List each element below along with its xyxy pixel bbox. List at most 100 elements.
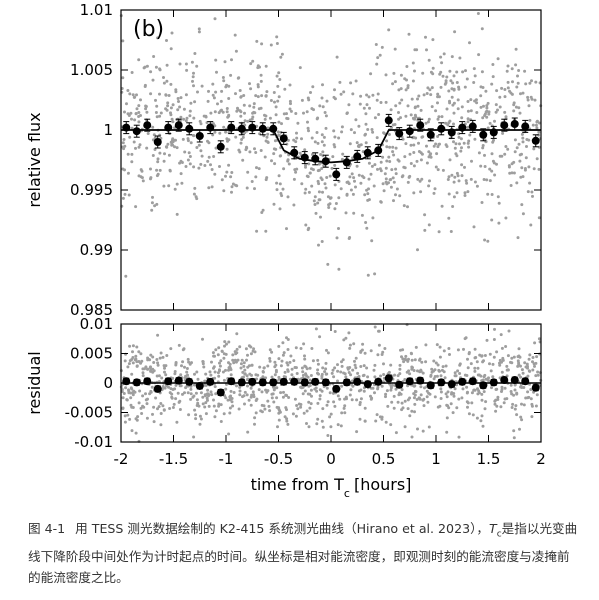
- raw-point: [121, 167, 125, 171]
- raw-point: [451, 411, 455, 415]
- raw-point: [537, 216, 541, 220]
- raw-point: [510, 392, 514, 396]
- raw-point: [373, 163, 377, 167]
- raw-point: [467, 412, 471, 416]
- binned-point: [143, 377, 152, 386]
- raw-point: [382, 373, 386, 376]
- raw-point: [270, 396, 274, 400]
- raw-point: [137, 58, 141, 62]
- raw-point: [464, 336, 468, 340]
- raw-point: [287, 396, 291, 399]
- raw-point: [412, 191, 416, 195]
- raw-point: [415, 48, 419, 52]
- raw-point: [121, 196, 125, 200]
- raw-point: [460, 105, 464, 109]
- raw-point: [249, 87, 253, 91]
- raw-point: [274, 368, 278, 372]
- binned-point: [531, 383, 540, 392]
- raw-point: [198, 119, 202, 123]
- raw-point: [430, 367, 434, 371]
- raw-point: [479, 419, 483, 423]
- raw-point: [277, 357, 281, 361]
- raw-point: [362, 389, 366, 393]
- raw-point: [447, 216, 451, 220]
- binned-point: [300, 378, 309, 387]
- raw-point: [277, 418, 281, 422]
- raw-point: [222, 189, 226, 193]
- raw-point: [360, 213, 364, 217]
- raw-point: [480, 201, 484, 204]
- raw-point: [185, 370, 189, 374]
- raw-point: [450, 95, 454, 99]
- raw-point: [181, 137, 185, 141]
- raw-point: [380, 417, 384, 421]
- raw-point: [130, 117, 133, 121]
- raw-point: [220, 89, 224, 93]
- raw-point: [277, 407, 281, 411]
- raw-point: [257, 107, 261, 111]
- raw-point: [151, 154, 155, 157]
- raw-point: [443, 376, 447, 380]
- raw-point: [469, 98, 473, 102]
- raw-point: [367, 177, 371, 181]
- raw-point: [227, 432, 231, 436]
- raw-point: [402, 204, 406, 208]
- raw-point: [131, 93, 135, 97]
- raw-point: [227, 368, 230, 372]
- raw-point: [412, 143, 416, 147]
- raw-point: [535, 355, 539, 359]
- raw-point: [123, 144, 127, 148]
- raw-point: [250, 363, 254, 367]
- raw-point: [473, 366, 477, 370]
- raw-point: [313, 203, 317, 206]
- raw-point: [279, 364, 283, 368]
- raw-point: [451, 81, 455, 85]
- raw-point: [249, 386, 253, 390]
- raw-point: [363, 351, 367, 355]
- raw-point: [491, 375, 495, 379]
- raw-point: [377, 343, 381, 347]
- raw-point: [349, 373, 353, 377]
- binned-point: [384, 116, 393, 125]
- x-tick-label: -1.5: [159, 450, 188, 468]
- raw-point: [129, 386, 133, 390]
- raw-point: [273, 100, 276, 104]
- raw-point: [138, 143, 142, 147]
- raw-point: [174, 383, 178, 387]
- raw-point: [529, 223, 533, 227]
- raw-point: [410, 358, 414, 362]
- raw-point: [448, 353, 451, 356]
- raw-point: [420, 177, 424, 181]
- raw-point: [174, 397, 178, 401]
- raw-point: [224, 368, 227, 372]
- raw-point: [455, 81, 459, 84]
- raw-point: [186, 137, 190, 141]
- raw-point: [414, 345, 418, 349]
- raw-point: [178, 408, 182, 411]
- raw-point: [218, 364, 222, 368]
- raw-point: [320, 372, 324, 376]
- raw-point: [335, 55, 339, 59]
- raw-point: [491, 63, 495, 66]
- raw-point: [294, 170, 298, 174]
- raw-point: [278, 78, 282, 81]
- raw-point: [369, 349, 373, 353]
- raw-point: [277, 411, 281, 415]
- raw-point: [452, 195, 456, 199]
- raw-point: [418, 179, 422, 183]
- raw-point: [323, 111, 327, 114]
- raw-point: [359, 143, 363, 147]
- binned-point: [510, 120, 519, 128]
- raw-point: [490, 218, 494, 222]
- binned-point: [279, 134, 288, 143]
- raw-point: [514, 404, 518, 408]
- raw-point: [366, 198, 370, 202]
- raw-point: [457, 87, 461, 91]
- raw-point: [434, 109, 438, 113]
- raw-point: [144, 392, 147, 396]
- raw-point: [436, 92, 440, 96]
- raw-point: [470, 401, 474, 405]
- raw-point: [286, 363, 290, 367]
- raw-point: [408, 152, 412, 156]
- raw-point: [204, 412, 208, 416]
